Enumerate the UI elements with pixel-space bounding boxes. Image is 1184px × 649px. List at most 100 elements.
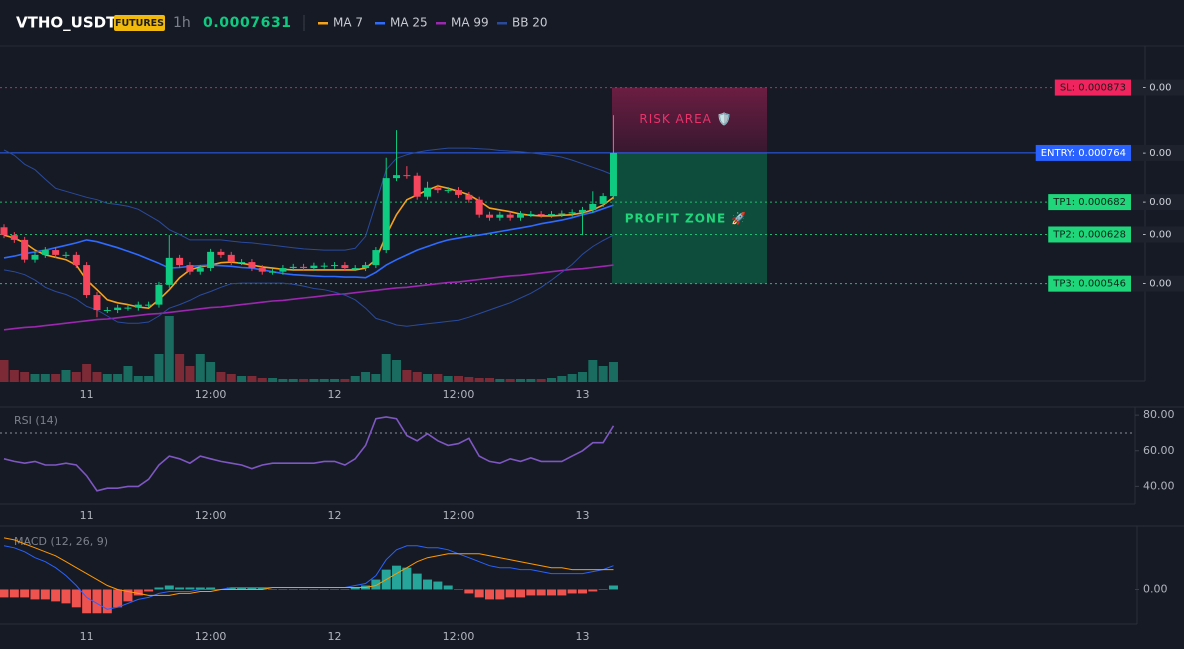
legend-label: MA 7: [333, 16, 363, 30]
level-tag: [1048, 194, 1131, 211]
volume-bar: [392, 360, 402, 382]
badge-box: [114, 15, 165, 31]
volume-bar: [9, 370, 19, 382]
histogram-bar: [92, 589, 102, 614]
histogram-bar: [423, 579, 433, 590]
volume-bar: [516, 379, 525, 382]
candle-body: [186, 265, 194, 272]
legend-swatch: [375, 22, 385, 25]
histogram-bar: [340, 589, 350, 590]
candle-body: [362, 265, 370, 269]
histogram-bar: [309, 589, 319, 590]
histogram-bar: [71, 589, 81, 608]
legend-label: BB 20: [512, 16, 548, 30]
candle-body: [217, 251, 225, 255]
candle-body: [196, 268, 204, 272]
x-tick-label: 11: [80, 630, 94, 643]
level-tag: [1054, 79, 1131, 96]
volume-bar: [237, 376, 247, 382]
profit-zone: [612, 152, 767, 284]
volume-bar: [588, 360, 598, 382]
candle-body: [310, 265, 318, 269]
histogram-bar: [516, 589, 525, 598]
volume-bar: [340, 379, 350, 382]
x-tick-label: 11: [80, 388, 94, 401]
pnl-box: [1131, 144, 1184, 161]
histogram-bar: [557, 589, 567, 596]
histogram-bar: [288, 589, 298, 590]
volume-bar: [299, 379, 309, 382]
candle-body: [289, 266, 297, 269]
candle-body: [103, 310, 111, 312]
histogram-bar: [536, 589, 546, 596]
y-tick-label: 40.00: [1143, 479, 1175, 492]
candle-body: [238, 262, 246, 264]
histogram-bar: [505, 589, 515, 598]
volume-bar: [216, 372, 226, 382]
rsi-title: RSI (14): [14, 414, 58, 427]
candle-body: [10, 235, 18, 240]
candle-body: [207, 251, 215, 269]
candle-body: [145, 304, 153, 306]
histogram-bar: [102, 589, 112, 614]
x-tick-label: 13: [575, 630, 589, 643]
candle-body: [331, 265, 339, 267]
volume-bar: [412, 372, 422, 382]
candle-body: [134, 304, 142, 308]
ma-line: [3, 204, 614, 279]
candle-body: [403, 175, 411, 177]
candle-body: [300, 266, 308, 269]
histogram-bar: [371, 579, 381, 590]
histogram-bar: [608, 585, 618, 590]
volume-bar: [133, 376, 143, 382]
candle-body: [341, 265, 349, 269]
histogram-bar: [588, 589, 598, 592]
candle-body: [93, 295, 101, 311]
volume-bar: [536, 379, 546, 382]
histogram-bar: [133, 589, 143, 596]
level-tag: [1048, 275, 1131, 292]
symbol: VTHO_USDT: [16, 14, 117, 32]
histogram-bar: [526, 589, 536, 596]
histogram-bar: [30, 589, 40, 600]
pnl-box: [1131, 275, 1184, 292]
volume-bar: [402, 370, 412, 382]
histogram-bar: [51, 589, 61, 602]
level-pnl: - 0.00: [1142, 229, 1171, 240]
candle-body: [578, 209, 586, 213]
candle-body: [83, 265, 91, 296]
level-label: SL: 0.000873: [1060, 83, 1126, 94]
pnl-box: [1131, 79, 1184, 96]
volume-bar: [288, 379, 298, 382]
candle-body: [599, 196, 607, 204]
volume-bar: [464, 377, 474, 382]
badge: FUTURES: [115, 18, 164, 29]
candle-body: [279, 268, 287, 272]
volume-bar: [485, 378, 495, 382]
histogram-bar: [247, 587, 257, 590]
volume-bar: [30, 374, 40, 382]
candle-body: [568, 212, 576, 214]
candle-body: [248, 262, 256, 269]
volume-bar: [247, 376, 257, 382]
volume-bar: [0, 360, 9, 382]
candle-body: [227, 254, 235, 263]
candle-body: [31, 254, 39, 260]
histogram-bar: [464, 589, 474, 594]
x-tick-label: 12:00: [443, 388, 475, 401]
rsi-line: [3, 416, 615, 492]
histogram-bar: [237, 587, 247, 590]
histogram-bar: [443, 585, 453, 590]
volume-bar: [175, 354, 185, 382]
volume-bar: [51, 374, 61, 382]
histogram-bar: [206, 587, 216, 590]
volume-bar: [546, 378, 556, 382]
volume-bar: [309, 379, 319, 382]
volume-bar: [82, 364, 92, 382]
volume-bar: [40, 374, 50, 382]
legend-swatch: [318, 22, 328, 25]
histogram-bar: [485, 589, 495, 600]
legend-swatch: [497, 22, 507, 25]
profit-label: PROFIT ZONE 🚀: [625, 212, 748, 226]
